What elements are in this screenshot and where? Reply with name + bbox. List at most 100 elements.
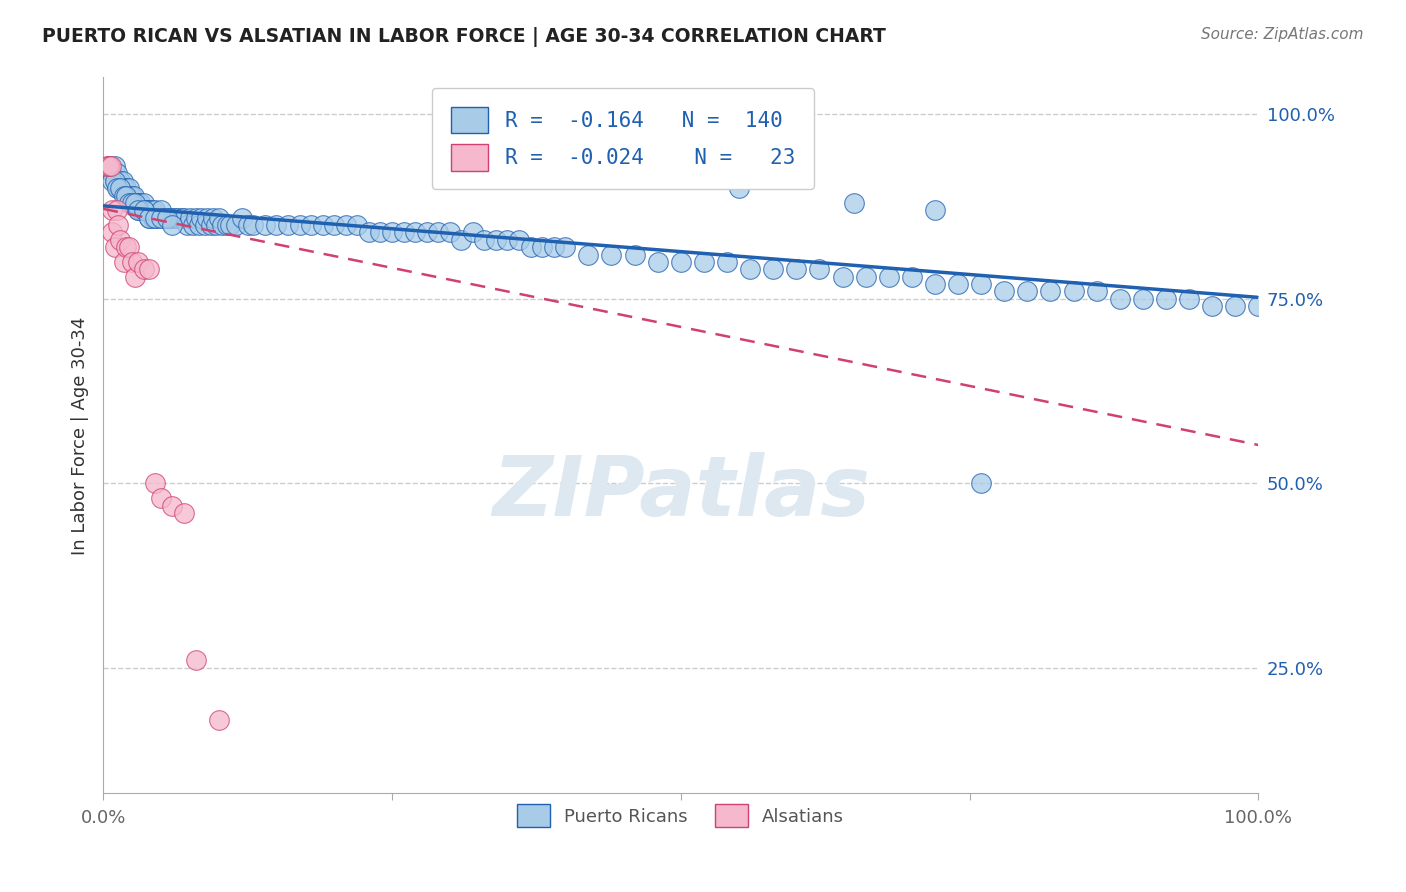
Point — [135, 203, 157, 218]
Point — [101, 174, 124, 188]
Point — [1201, 299, 1223, 313]
Point — [138, 203, 160, 218]
Point — [1017, 285, 1039, 299]
Point — [299, 218, 322, 232]
Legend: Puerto Ricans, Alsatians: Puerto Ricans, Alsatians — [510, 797, 851, 834]
Point — [136, 203, 159, 218]
Point — [149, 491, 172, 505]
Point — [143, 476, 166, 491]
Point — [554, 240, 576, 254]
Point — [346, 218, 368, 232]
Point — [117, 181, 139, 195]
Point — [101, 166, 124, 180]
Point — [121, 195, 143, 210]
Point — [205, 218, 228, 232]
Point — [100, 159, 122, 173]
Point — [117, 240, 139, 254]
Point — [946, 277, 969, 291]
Point — [176, 218, 198, 232]
Point — [323, 218, 346, 232]
Point — [132, 195, 155, 210]
Point — [1132, 292, 1154, 306]
Point — [1247, 299, 1270, 313]
Point — [208, 713, 231, 727]
Point — [149, 211, 172, 225]
Point — [924, 203, 946, 218]
Point — [97, 159, 120, 173]
Point — [124, 188, 146, 202]
Point — [200, 218, 222, 232]
Point — [162, 499, 184, 513]
Point — [117, 188, 139, 202]
Point — [531, 240, 554, 254]
Point — [132, 203, 155, 218]
Point — [181, 218, 204, 232]
Point — [404, 226, 426, 240]
Point — [138, 211, 160, 225]
Point — [127, 255, 149, 269]
Point — [156, 211, 179, 225]
Point — [194, 218, 217, 232]
Point — [415, 226, 437, 240]
Point — [842, 195, 865, 210]
Point — [112, 181, 135, 195]
Point — [357, 226, 380, 240]
Point — [141, 203, 163, 218]
Point — [149, 203, 172, 218]
Point — [101, 226, 124, 240]
Point — [215, 218, 238, 232]
Point — [589, 166, 612, 180]
Point — [129, 195, 152, 210]
Point — [127, 203, 149, 218]
Point — [762, 262, 785, 277]
Point — [179, 211, 201, 225]
Point — [105, 166, 128, 180]
Point — [121, 195, 143, 210]
Point — [115, 181, 138, 195]
Point — [124, 195, 146, 210]
Point — [576, 247, 599, 261]
Point — [157, 211, 180, 225]
Point — [600, 247, 623, 261]
Point — [107, 218, 129, 232]
Point — [439, 226, 461, 240]
Point — [112, 255, 135, 269]
Point — [1108, 292, 1130, 306]
Point — [1154, 292, 1177, 306]
Point — [508, 233, 530, 247]
Point — [669, 255, 692, 269]
Point — [132, 262, 155, 277]
Point — [461, 226, 484, 240]
Point — [647, 255, 669, 269]
Point — [173, 211, 195, 225]
Point — [124, 269, 146, 284]
Point — [381, 226, 404, 240]
Point — [693, 255, 716, 269]
Point — [623, 247, 645, 261]
Point — [201, 211, 224, 225]
Point — [277, 218, 299, 232]
Point — [110, 233, 132, 247]
Point — [162, 218, 184, 232]
Point — [311, 218, 333, 232]
Point — [111, 174, 134, 188]
Point — [993, 285, 1015, 299]
Point — [104, 240, 127, 254]
Point — [738, 262, 761, 277]
Point — [474, 233, 496, 247]
Point — [1039, 285, 1062, 299]
Point — [96, 159, 118, 173]
Y-axis label: In Labor Force | Age 30-34: In Labor Force | Age 30-34 — [72, 316, 89, 555]
Point — [121, 255, 143, 269]
Point — [124, 195, 146, 210]
Point — [105, 181, 128, 195]
Point — [105, 203, 128, 218]
Point — [266, 218, 288, 232]
Point — [138, 211, 160, 225]
Point — [485, 233, 508, 247]
Point — [115, 240, 138, 254]
Point — [170, 211, 193, 225]
Point — [152, 211, 174, 225]
Point — [901, 269, 924, 284]
Point — [211, 218, 233, 232]
